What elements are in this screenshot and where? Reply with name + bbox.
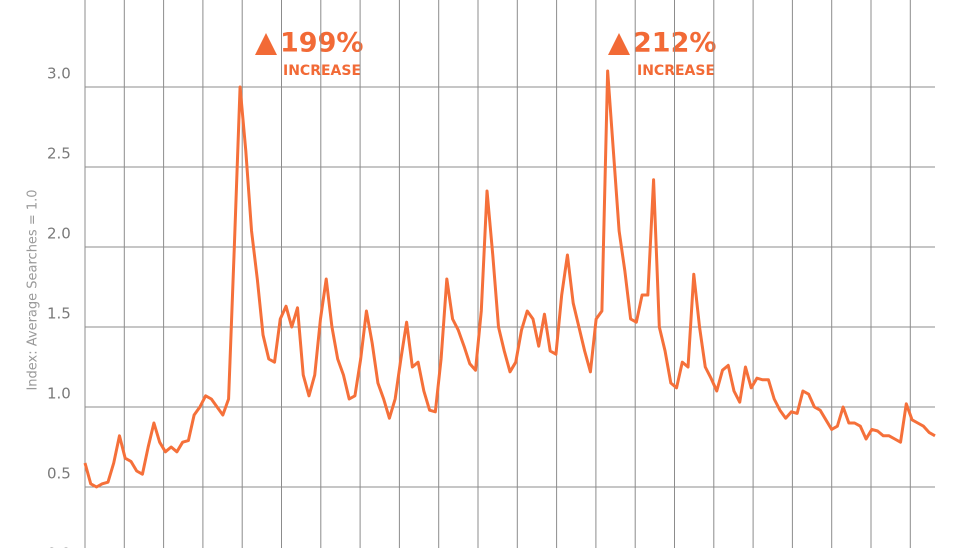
y-tick-label: 2.5 [47,145,71,163]
y-tick-label: 0.0 [47,545,71,548]
up-arrow [255,33,277,55]
annotation-text: INCREASE [637,63,715,79]
line [83,69,936,489]
y-tick-label: 2.0 [47,225,71,243]
y-tick-label: 1.5 [47,305,71,323]
y-tick-label: 0.5 [47,465,71,483]
y-axis-label: Index: Average Searches = 1.0 [26,189,41,390]
annotation-text: INCREASE [283,63,361,79]
y-tick-label: 1.0 [47,385,71,403]
y-tick-label: 3.0 [47,65,71,83]
up-arrow [608,33,630,55]
annotation-value: 199% [280,28,363,59]
